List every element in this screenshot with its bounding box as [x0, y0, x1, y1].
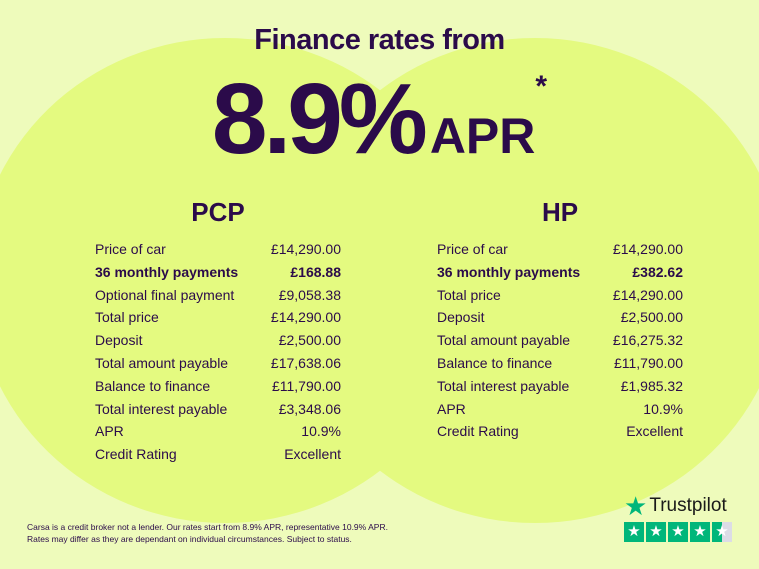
- table-row: Credit Rating Excellent: [95, 443, 341, 466]
- row-label: Balance to finance: [95, 377, 211, 394]
- row-value: Excellent: [626, 423, 683, 440]
- asterisk: *: [535, 70, 548, 103]
- row-label: Deposit: [95, 332, 143, 349]
- disclaimer: Carsa is a credit broker not a lender. O…: [27, 521, 388, 545]
- table-row: Deposit £2,500.00: [437, 306, 683, 329]
- row-label: 36 monthly payments: [95, 263, 239, 280]
- hp-title: HP: [541, 197, 579, 227]
- row-value: £11,790.00: [271, 377, 341, 394]
- trustpilot-star-icon: ★: [624, 491, 648, 521]
- row-label: Credit Rating: [95, 446, 177, 463]
- row-value: £9,058.38: [278, 286, 341, 303]
- disclaimer-line-1: Carsa is a credit broker not a lender. O…: [27, 522, 388, 532]
- row-label: Total amount payable: [95, 354, 229, 371]
- headline-rate: 8.9% APR *: [0, 62, 759, 177]
- row-label: Optional final payment: [95, 286, 235, 303]
- rating-star-icon: ★: [712, 522, 732, 542]
- trustpilot-badge[interactable]: ★ Trustpilot ★ ★ ★ ★ ★: [624, 491, 732, 542]
- trustpilot-logo: ★ Trustpilot: [624, 491, 732, 521]
- table-row: Total interest payable £3,348.06: [95, 398, 341, 421]
- row-value: £2,500.00: [278, 332, 341, 349]
- row-value: £11,790.00: [613, 354, 683, 371]
- row-value: £1,985.32: [620, 377, 683, 394]
- row-value: £3,348.06: [278, 400, 341, 417]
- row-label: APR: [95, 423, 124, 440]
- table-row: Price of car £14,290.00: [437, 238, 683, 261]
- row-value: 10.9%: [643, 400, 683, 417]
- row-label: Balance to finance: [437, 354, 553, 371]
- row-label: Total amount payable: [437, 332, 571, 349]
- table-row: Price of car £14,290.00: [95, 238, 341, 261]
- table-row: Balance to finance £11,790.00: [95, 375, 341, 398]
- table-row: Deposit £2,500.00: [95, 329, 341, 352]
- apr-label: APR: [429, 108, 536, 164]
- row-value: £14,290.00: [270, 309, 341, 326]
- table-row: APR 10.9%: [95, 420, 341, 443]
- row-value: £14,290.00: [270, 241, 341, 257]
- table-row: 36 monthly payments £382.62: [437, 261, 683, 284]
- rating-star-icon: ★: [690, 522, 710, 542]
- row-label: Deposit: [437, 309, 485, 326]
- background-circle-right: [285, 38, 759, 523]
- rating-star-icon: ★: [646, 522, 666, 542]
- trustpilot-rating: ★ ★ ★ ★ ★: [624, 522, 732, 542]
- rating-star-icon: ★: [624, 522, 644, 542]
- trustpilot-name: Trustpilot: [649, 495, 727, 516]
- rate-value: 8.9%: [211, 63, 428, 175]
- row-value: £17,638.06: [270, 354, 341, 371]
- row-label: APR: [437, 400, 466, 417]
- row-value: £382.62: [632, 263, 683, 280]
- row-value: 10.9%: [301, 423, 341, 440]
- row-label: Total price: [437, 286, 501, 303]
- hp-table: Price of car £14,290.00 36 monthly payment…: [437, 238, 683, 443]
- table-row: 36 monthly payments £168.88: [95, 261, 341, 284]
- row-value: £14,290.00: [612, 286, 683, 303]
- row-label: Total interest payable: [95, 400, 228, 417]
- row-label: Credit Rating: [437, 423, 519, 440]
- table-row: Balance to finance £11,790.00: [437, 352, 683, 375]
- table-row: Total interest payable £1,985.32: [437, 375, 683, 398]
- row-label: Price of car: [95, 241, 166, 257]
- table-row: Credit Rating Excellent: [437, 420, 683, 443]
- table-row: Total price £14,290.00: [437, 284, 683, 307]
- row-value: £2,500.00: [620, 309, 683, 326]
- table-row: Total amount payable £16,275.32: [437, 329, 683, 352]
- row-label: Total interest payable: [437, 377, 570, 394]
- row-label: 36 monthly payments: [437, 263, 581, 280]
- table-row: Total amount payable £17,638.06: [95, 352, 341, 375]
- row-label: Price of car: [437, 241, 508, 257]
- table-row: APR 10.9%: [437, 398, 683, 421]
- rating-star-icon: ★: [668, 522, 688, 542]
- row-value: £14,290.00: [612, 241, 683, 257]
- headline-subtitle: Finance rates from: [254, 24, 505, 56]
- row-value: Excellent: [284, 446, 341, 463]
- pcp-table: Price of car £14,290.00 36 monthly payment…: [95, 238, 341, 466]
- row-label: Total price: [95, 309, 159, 326]
- pcp-title: PCP: [191, 197, 245, 227]
- disclaimer-line-2: Rates may differ as they are dependant o…: [27, 534, 352, 544]
- row-value: £16,275.32: [612, 332, 683, 349]
- row-value: £168.88: [290, 263, 341, 280]
- table-row: Total price £14,290.00: [95, 306, 341, 329]
- table-row: Optional final payment £9,058.38: [95, 284, 341, 307]
